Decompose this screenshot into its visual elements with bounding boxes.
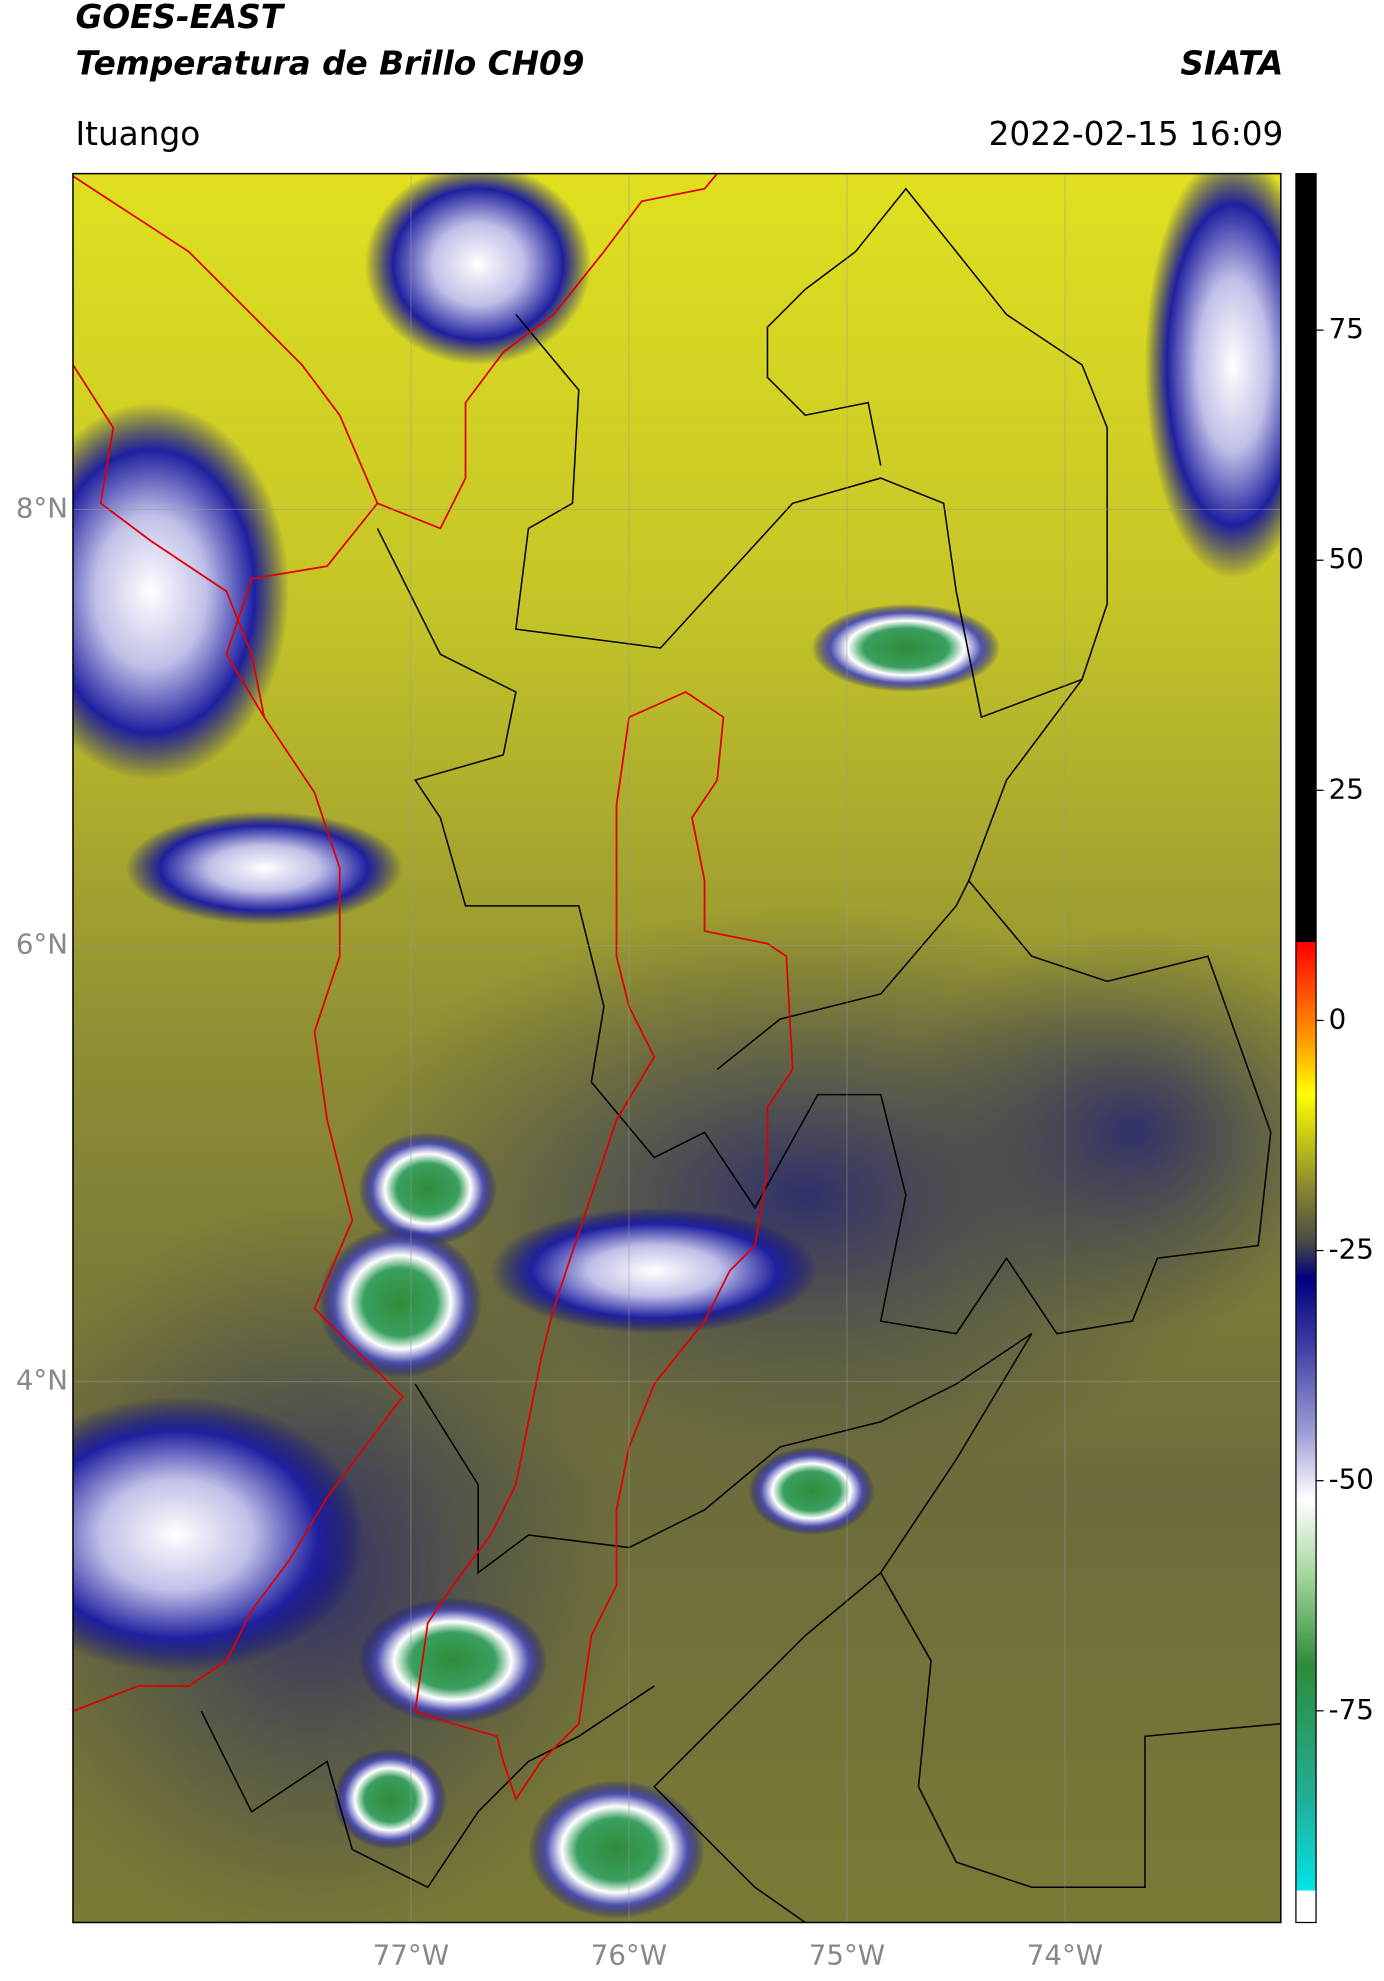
satellite-image [72, 173, 1281, 1923]
x-tick-label: 77°W [373, 1938, 449, 1971]
y-tick-label: 8°N [16, 491, 68, 524]
colorbar-tick-label: 25 [1329, 772, 1364, 805]
colorbar [1295, 172, 1317, 1924]
datetime: 2022-02-15 16:09 [989, 115, 1284, 153]
map-frame [72, 172, 1282, 1924]
colorbar-tick-label: 75 [1329, 312, 1364, 345]
x-tick-label: 74°W [1027, 1938, 1103, 1971]
y-tick-label: 6°N [16, 928, 68, 961]
colorbar-tick-label: -75 [1329, 1693, 1374, 1726]
x-tick-label: 76°W [591, 1938, 667, 1971]
subtitle: Temperatura de Brillo CH09 [75, 44, 584, 82]
title: GOES-EAST [75, 0, 285, 36]
colorbar-tick-label: -25 [1329, 1233, 1374, 1266]
y-tick-label: 4°N [16, 1364, 68, 1397]
colorbar-tick-label: 0 [1329, 1002, 1347, 1035]
region: Ituango [75, 115, 200, 153]
colorbar-tick-label: 50 [1329, 542, 1364, 575]
source: SIATA [1180, 44, 1283, 82]
colorbar-tick-label: -50 [1329, 1463, 1374, 1496]
grid [72, 173, 1281, 1923]
x-tick-label: 75°W [809, 1938, 885, 1971]
